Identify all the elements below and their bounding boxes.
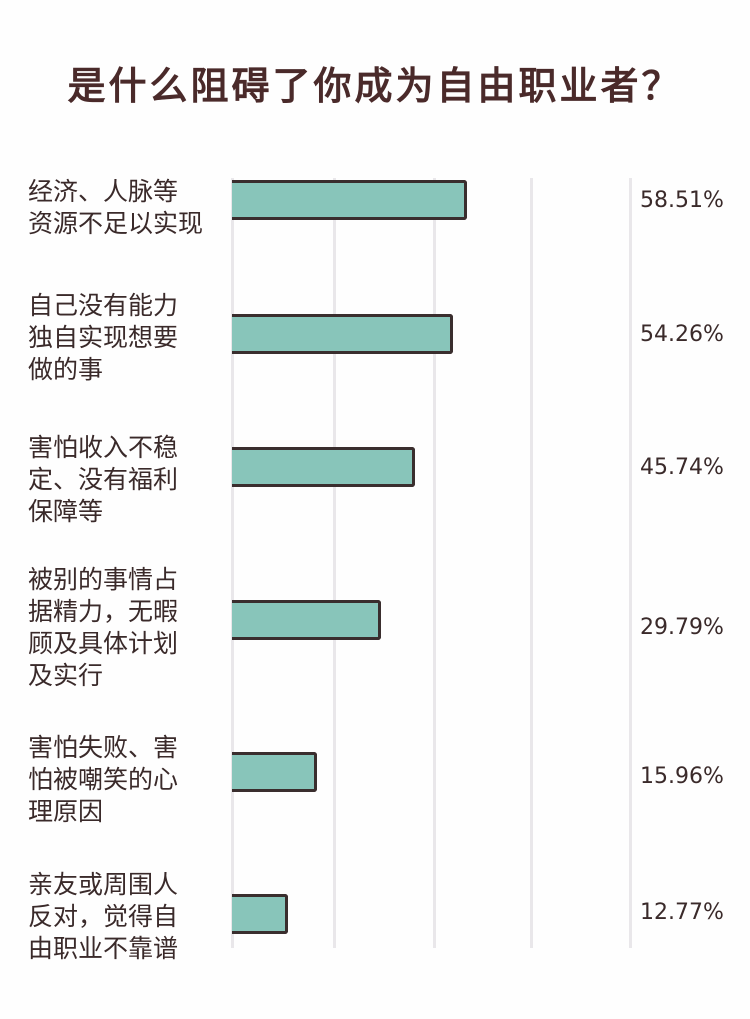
category-label: 被别的事情占 据精力，无暇 顾及具体计划 及实行 <box>28 565 179 690</box>
value-label: 29.79% <box>640 615 724 640</box>
value-label: 15.96% <box>640 764 724 789</box>
value-label: 12.77% <box>640 900 724 925</box>
bar <box>232 600 381 640</box>
chart-title: 是什么阻碍了你成为自由职业者？ <box>67 64 683 108</box>
value-label: 58.51% <box>640 188 724 213</box>
gridline <box>629 178 632 948</box>
bar <box>232 314 453 354</box>
bar <box>232 447 415 487</box>
category-label: 经济、人脉等 资源不足以实现 <box>28 177 204 238</box>
bar <box>232 180 467 220</box>
value-label: 45.74% <box>640 455 724 480</box>
gridline <box>231 178 234 948</box>
category-label: 亲友或周围人 反对，觉得自 由职业不靠谱 <box>28 870 179 963</box>
bar <box>232 752 317 792</box>
bar <box>232 894 288 934</box>
category-label: 害怕收入不稳 定、没有福利 保障等 <box>28 433 179 526</box>
gridline <box>433 178 436 948</box>
gridline <box>530 178 533 948</box>
category-label: 害怕失败、害 怕被嘲笑的心 理原因 <box>28 733 179 826</box>
category-label: 自己没有能力 独自实现想要 做的事 <box>28 291 179 384</box>
gridline <box>333 178 336 948</box>
value-label: 54.26% <box>640 322 724 347</box>
